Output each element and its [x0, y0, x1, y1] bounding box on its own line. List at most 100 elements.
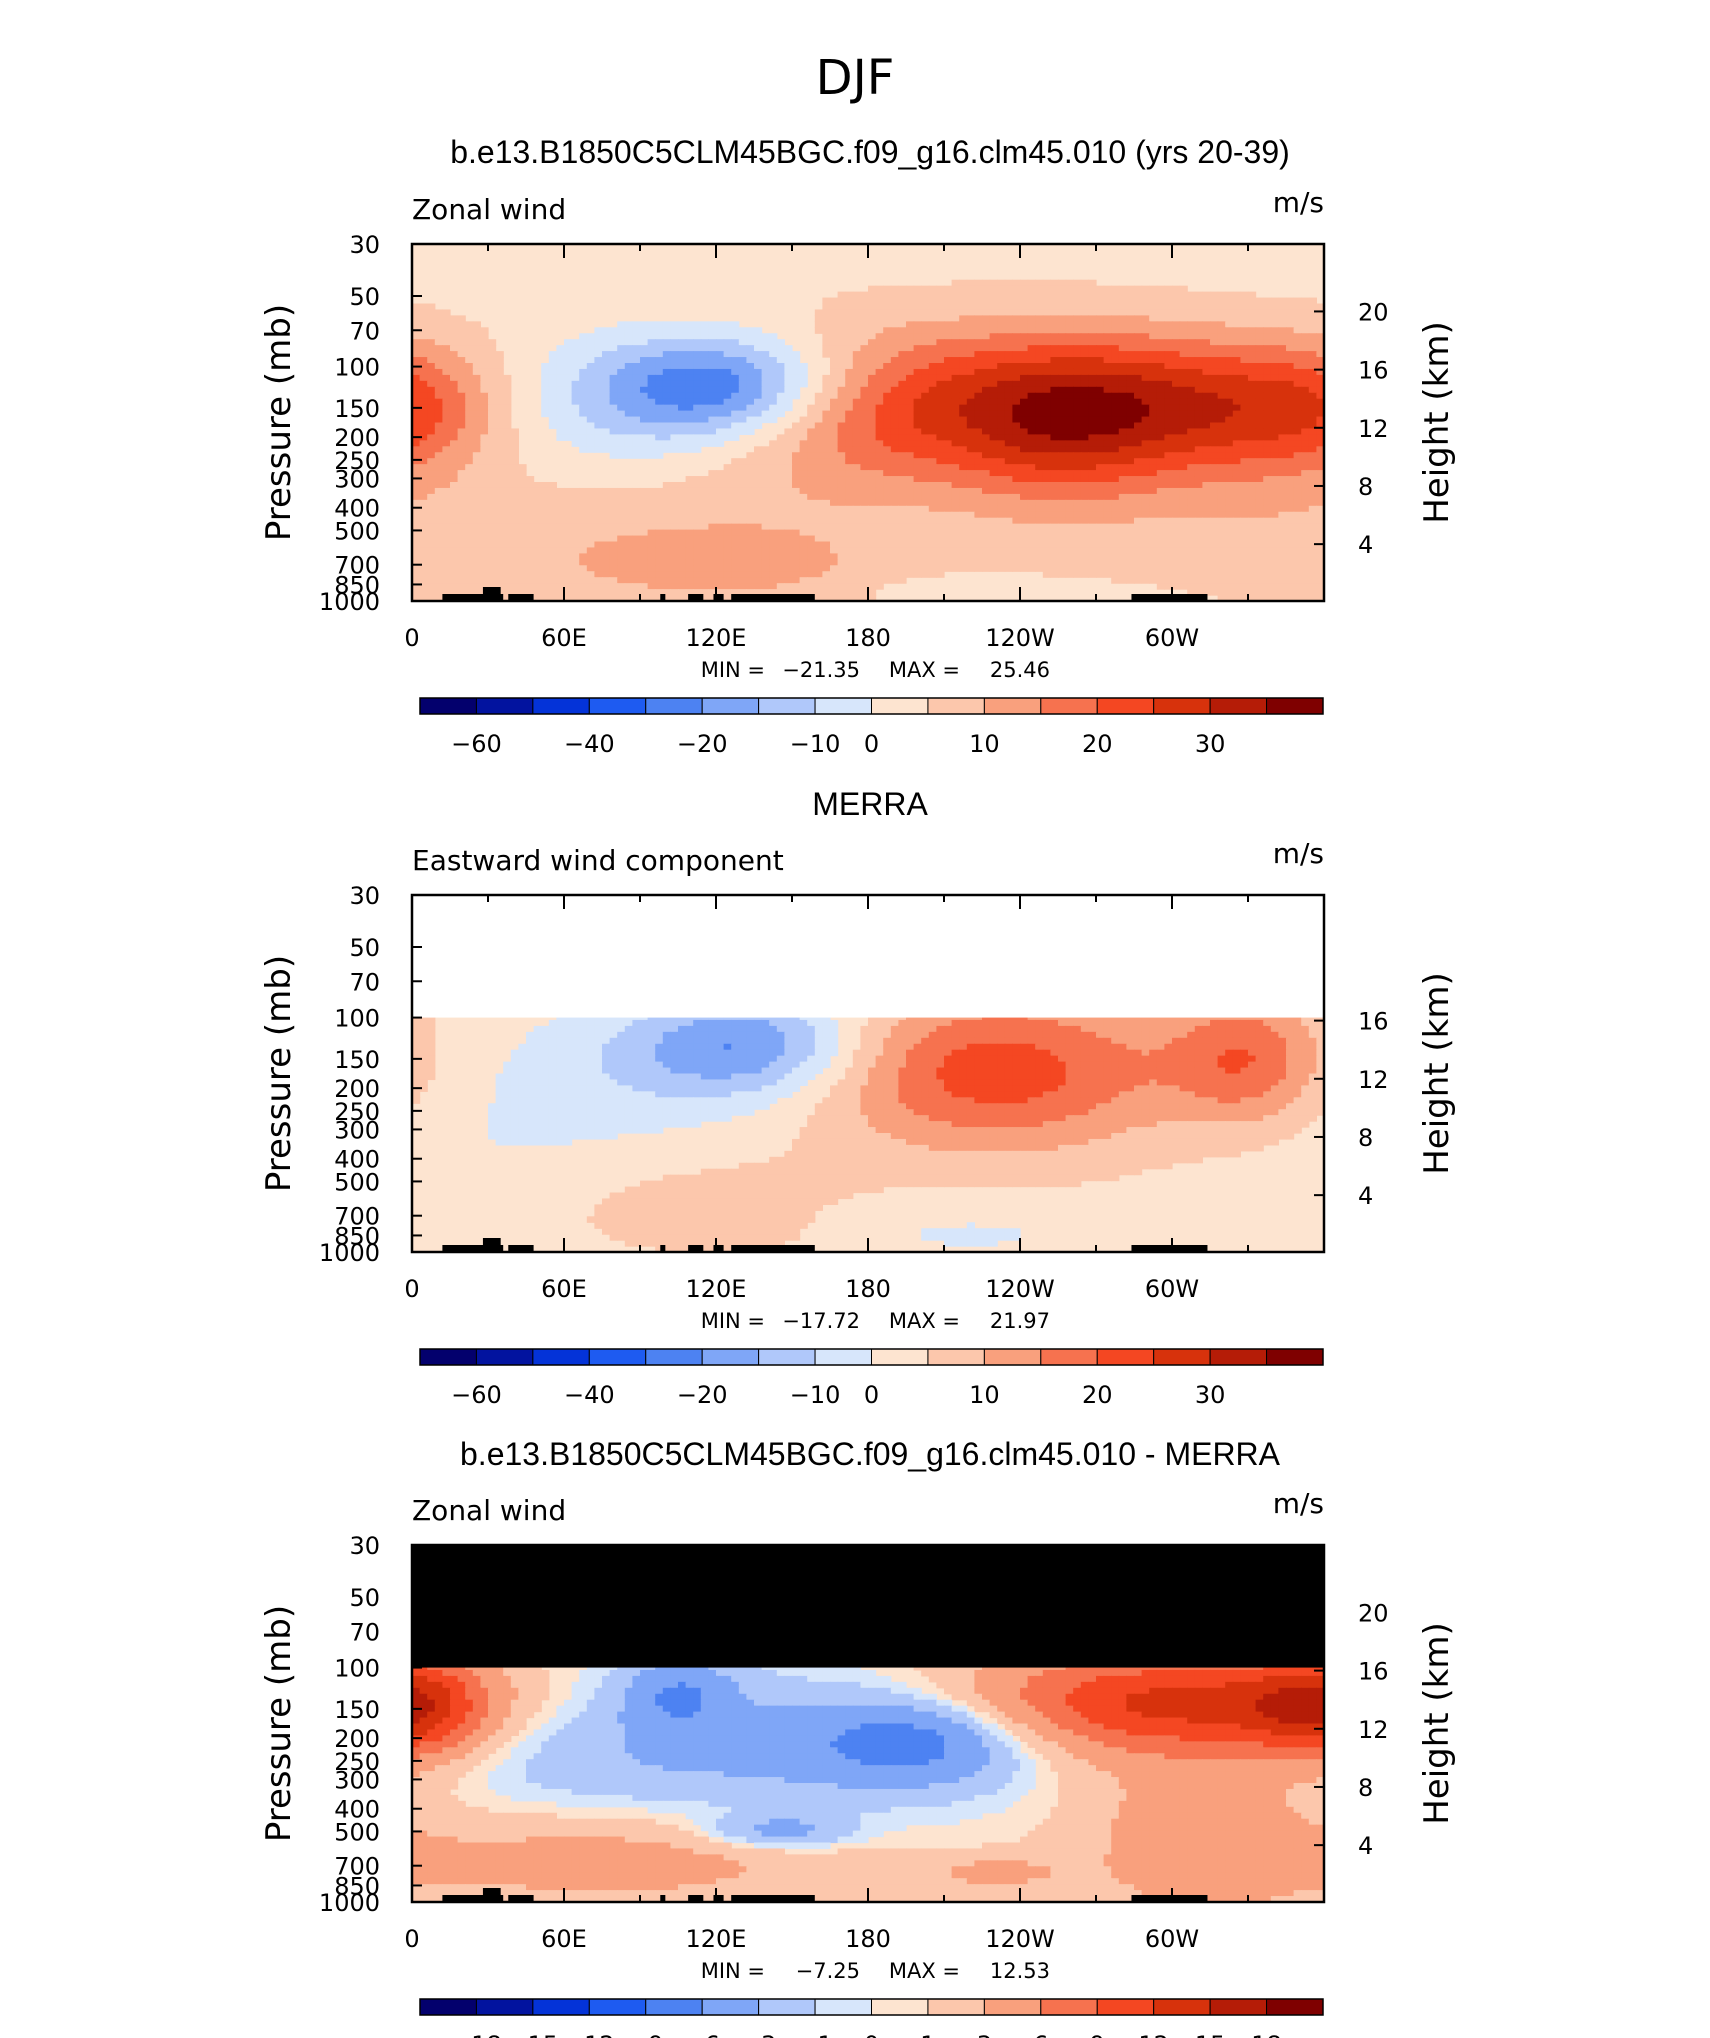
field-cell — [495, 559, 504, 566]
field-cell — [769, 499, 778, 507]
field-cell — [503, 416, 512, 424]
field-cell — [837, 315, 846, 322]
field-cell — [510, 493, 519, 501]
field-cell — [868, 499, 877, 507]
field-cell — [1096, 416, 1105, 424]
field-cell — [1058, 434, 1067, 441]
field-cell — [1263, 363, 1272, 370]
field-cell — [564, 410, 573, 418]
field-cell — [685, 339, 694, 346]
field-cell — [1194, 333, 1203, 340]
field-cell — [617, 386, 626, 394]
field-cell — [1050, 482, 1059, 489]
field-cell — [571, 339, 580, 346]
field-cell — [1088, 339, 1097, 346]
field-cell — [959, 523, 968, 531]
field-cell — [495, 357, 504, 364]
field-cell — [776, 505, 785, 513]
field-cell — [974, 351, 983, 358]
field-cell — [670, 386, 679, 394]
field-cell — [921, 363, 930, 370]
field-cell — [944, 446, 953, 453]
field-cell — [1035, 452, 1044, 459]
field-cell — [609, 446, 618, 453]
field-cell — [647, 327, 656, 334]
field-cell — [845, 357, 854, 364]
field-cell — [1080, 357, 1089, 364]
field-cell — [495, 547, 504, 554]
field-cell — [510, 452, 519, 459]
field-cell — [1210, 339, 1219, 346]
field-cell — [966, 416, 975, 424]
field-cell — [875, 523, 884, 531]
field-cell — [1103, 458, 1112, 465]
field-cell — [1248, 386, 1257, 394]
field-cell — [1270, 351, 1279, 358]
field-cell — [875, 327, 884, 334]
field-cell — [966, 535, 975, 543]
field-cell — [1134, 404, 1143, 412]
field-cell — [974, 345, 983, 352]
field-cell — [738, 339, 747, 346]
field-cell — [769, 511, 778, 519]
field-cell — [693, 357, 702, 364]
field-cell — [579, 386, 588, 394]
field-cell — [541, 529, 550, 537]
field-cell — [716, 541, 725, 549]
field-cell — [1134, 339, 1143, 346]
field-cell — [1172, 357, 1181, 364]
field-cell — [776, 410, 785, 418]
field-cell — [754, 446, 763, 453]
field-cell — [1096, 476, 1105, 483]
field-cell — [1050, 303, 1059, 311]
field-cell — [746, 374, 755, 382]
field-cell — [1172, 464, 1181, 471]
field-cell — [678, 333, 687, 340]
field-cell — [457, 499, 466, 507]
field-cell — [1286, 559, 1295, 566]
field-cell — [700, 392, 709, 400]
field-cell — [1126, 452, 1135, 459]
field-cell — [640, 565, 649, 572]
field-cell — [678, 446, 687, 453]
field-cell — [1308, 398, 1317, 406]
field-cell — [1232, 309, 1241, 316]
field-cell — [1172, 482, 1181, 489]
field-cell — [746, 517, 755, 525]
field-cell — [1286, 321, 1295, 328]
field-cell — [624, 357, 633, 364]
field-cell — [518, 523, 527, 531]
field-cell — [723, 380, 732, 388]
field-cell — [974, 458, 983, 465]
field-cell — [1278, 517, 1287, 525]
field-cell — [427, 499, 436, 507]
field-cell — [1248, 523, 1257, 531]
field-cell — [1080, 523, 1089, 531]
field-cell — [1073, 452, 1082, 459]
field-cell — [769, 553, 778, 560]
field-cell — [624, 386, 633, 394]
field-cell — [427, 440, 436, 447]
field-cell — [1111, 392, 1120, 400]
field-cell — [412, 452, 421, 459]
field-cell — [488, 339, 497, 346]
field-cell — [814, 482, 823, 489]
field-cell — [685, 535, 694, 543]
field-cell — [1134, 464, 1143, 471]
field-cell — [1270, 345, 1279, 352]
field-cell — [936, 422, 945, 430]
field-cell — [1270, 547, 1279, 554]
field-cell — [1042, 345, 1051, 352]
field-cell — [488, 529, 497, 537]
field-cell — [1270, 559, 1279, 566]
field-cell — [807, 404, 816, 412]
field-cell — [936, 392, 945, 400]
field-cell — [1080, 333, 1089, 340]
field-cell — [495, 398, 504, 406]
field-cell — [883, 493, 892, 501]
field-cell — [898, 321, 907, 328]
field-cell — [1058, 535, 1067, 543]
field-cell — [716, 523, 725, 531]
field-cell — [518, 529, 527, 537]
field-cell — [1172, 529, 1181, 537]
